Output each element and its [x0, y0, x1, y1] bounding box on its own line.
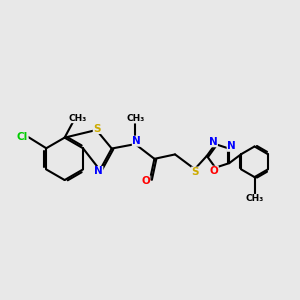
Text: N: N: [208, 137, 217, 147]
Text: Cl: Cl: [17, 132, 28, 142]
Text: CH₃: CH₃: [69, 114, 87, 123]
Text: S: S: [192, 167, 199, 177]
Text: O: O: [209, 166, 218, 176]
Text: S: S: [93, 124, 101, 134]
Text: N: N: [132, 136, 141, 146]
Text: O: O: [141, 176, 150, 186]
Text: CH₃: CH₃: [126, 114, 144, 123]
Text: CH₃: CH₃: [245, 194, 264, 203]
Text: N: N: [227, 141, 236, 151]
Text: N: N: [94, 167, 103, 176]
